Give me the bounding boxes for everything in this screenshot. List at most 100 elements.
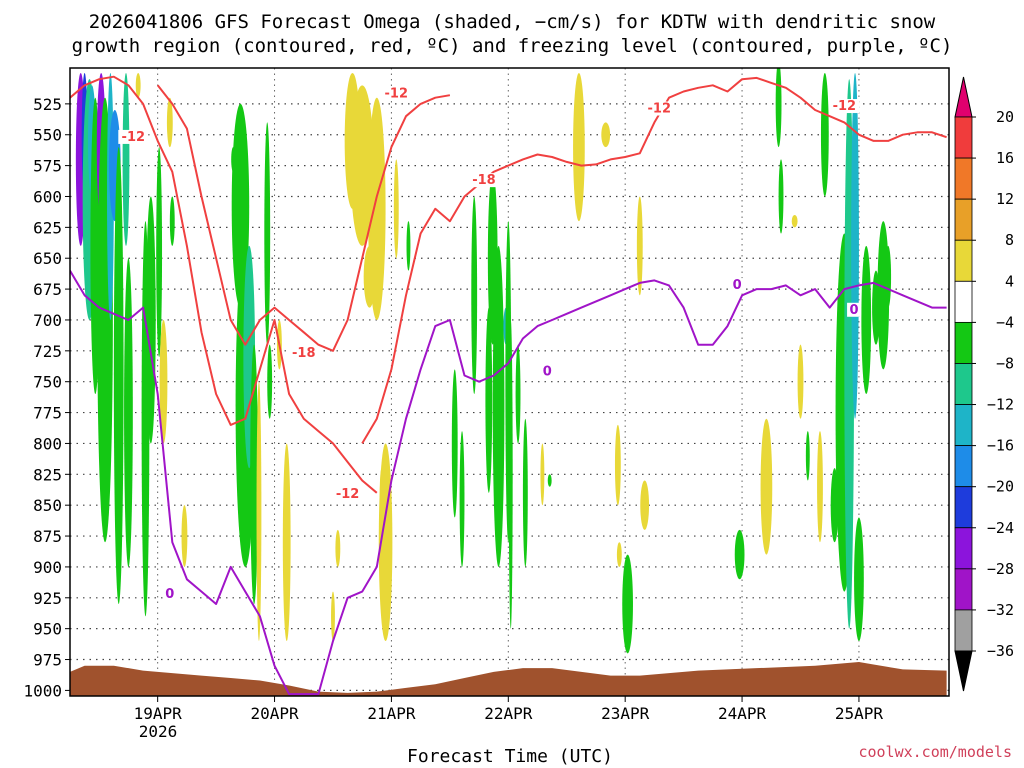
x-tick-label: 25APR xyxy=(835,704,884,723)
omega-cell xyxy=(640,480,650,530)
colorbar-tick-label: −20 xyxy=(987,478,1014,496)
dgz-label: -12 xyxy=(336,487,360,502)
omega-cell xyxy=(181,505,188,567)
y-tick-label: 1000 xyxy=(23,681,62,700)
omega-cell xyxy=(622,554,633,654)
omega-cell xyxy=(335,529,341,567)
colorbar-tick-label: −4 xyxy=(996,313,1014,331)
y-tick-label: 950 xyxy=(33,620,62,639)
y-tick-label: 550 xyxy=(33,126,62,145)
omega-cell xyxy=(522,418,528,567)
terrain-surface xyxy=(70,661,947,696)
omega-shading xyxy=(75,68,892,654)
contour-labels: -12 -18 -12 -12 -18 -12 -12 0 0 0 0 xyxy=(118,86,862,602)
omega-cell xyxy=(451,369,458,518)
colorbar-tick-label: −28 xyxy=(987,560,1014,578)
omega-cell xyxy=(820,73,829,197)
omega-cell xyxy=(616,542,622,567)
omega-cell xyxy=(169,196,175,246)
omega-cell xyxy=(805,431,810,481)
omega-cell xyxy=(267,344,273,419)
chart-title-line2: growth region (contoured, red, ºC) and f… xyxy=(72,35,953,57)
contour-freezing_0 xyxy=(70,270,947,696)
dgz-label: -18 xyxy=(472,173,496,188)
omega-cell xyxy=(156,147,163,358)
omega-cell xyxy=(508,319,513,629)
omega-cell xyxy=(636,196,643,296)
colorbar-segment xyxy=(954,363,973,405)
credit-text: coolwx.com/models xyxy=(858,743,1012,761)
colorbar-tick-label: 16 xyxy=(996,149,1014,167)
colorbar-segment xyxy=(954,486,973,529)
y-tick-label: 675 xyxy=(33,280,62,299)
colorbar-segment xyxy=(954,527,973,570)
y-tick-label: 975 xyxy=(33,651,62,670)
y-tick-label: 625 xyxy=(33,218,62,237)
omega-cell xyxy=(135,73,141,98)
x-tick-label: 20APR xyxy=(250,704,299,723)
dgz-label: -12 xyxy=(385,87,409,102)
omega-cell xyxy=(350,85,374,246)
omega-cell xyxy=(124,258,133,567)
omega-cell xyxy=(363,245,376,308)
contour-dgz_-18 xyxy=(156,84,451,352)
omega-cell xyxy=(791,215,798,228)
dgz-label: -12 xyxy=(833,99,857,114)
omega-cell xyxy=(145,196,156,444)
omega-cell xyxy=(601,122,611,148)
y-tick-label: 750 xyxy=(33,373,62,392)
chart-title: 2026041806 GFS Forecast Omega (shaded, −… xyxy=(89,11,936,33)
colorbar-tick-label: 12 xyxy=(996,190,1014,208)
contour-dgz_-12_mid xyxy=(361,76,947,444)
x-tick-label: 21APR xyxy=(367,704,416,723)
freezing-label-bg xyxy=(540,364,555,379)
colorbar-segment xyxy=(954,321,973,364)
dgz-label-bg xyxy=(332,486,363,501)
y-tick-label: 525 xyxy=(33,95,62,114)
x-axis-ticks: 19APR 20APR 21APR 22APR 23APR 24APR 25APR xyxy=(134,696,884,723)
colorbar-tick-label: −12 xyxy=(987,396,1014,414)
colorbar-segment xyxy=(954,157,973,200)
dgz-label-bg xyxy=(118,129,149,144)
omega-cell xyxy=(861,245,872,395)
omega-cell xyxy=(817,431,823,543)
omega-cell xyxy=(573,73,585,222)
y-tick-label: 875 xyxy=(33,527,62,546)
y-tick-label: 725 xyxy=(33,342,62,361)
omega-cell xyxy=(250,344,258,604)
omega-cell xyxy=(775,68,782,148)
omega-cell xyxy=(854,517,864,642)
x-tick-label: 23APR xyxy=(601,704,650,723)
x-tick-label: 24APR xyxy=(718,704,767,723)
omega-cell xyxy=(760,418,773,555)
colorbar-segment xyxy=(954,404,973,447)
omega-cell xyxy=(264,122,271,345)
omega-cell xyxy=(406,221,411,271)
freezing-label-bg xyxy=(162,586,177,601)
omega-cell xyxy=(122,73,130,246)
omega-cell xyxy=(159,319,168,444)
y-tick-label: 700 xyxy=(33,311,62,330)
omega-cell xyxy=(282,443,291,642)
freezing-label-bg xyxy=(730,278,745,293)
y-tick-label: 925 xyxy=(33,589,62,608)
dgz-label: -18 xyxy=(292,346,316,361)
x-year-label: 2026 xyxy=(139,722,178,741)
dgz-label-bg xyxy=(829,99,860,114)
colorbar-segment xyxy=(954,445,973,488)
colorbar-tick-label: −16 xyxy=(987,437,1014,455)
colorbar-segment xyxy=(954,239,973,282)
y-tick-label: 900 xyxy=(33,558,62,577)
y-axis-ticks: 525 550 575 600 625 650 675 700 725 750 775 800 825 8… xyxy=(23,95,70,700)
dgz-label-bg xyxy=(468,173,499,188)
omega-cell xyxy=(885,245,892,308)
omega-cell xyxy=(540,443,545,506)
x-axis-label: Forecast Time (UTC) xyxy=(407,746,613,767)
omega-cell xyxy=(797,344,804,419)
colorbar-tick-label: −36 xyxy=(987,642,1014,660)
omega-cell xyxy=(166,97,173,148)
omega-cell xyxy=(459,431,465,567)
omega-cell xyxy=(256,381,262,642)
contour-dgz_-12_left xyxy=(70,75,378,494)
